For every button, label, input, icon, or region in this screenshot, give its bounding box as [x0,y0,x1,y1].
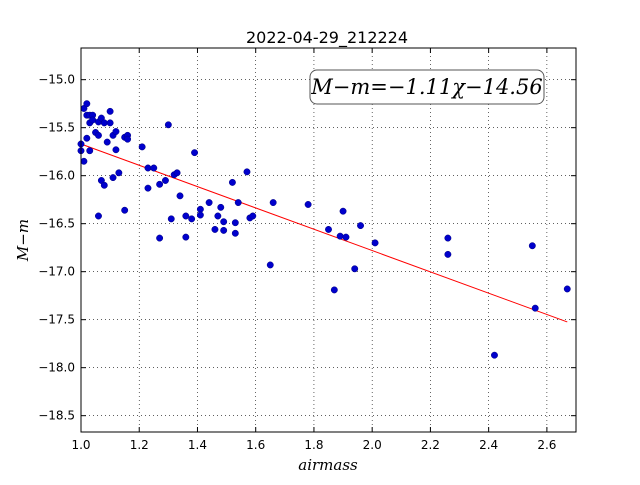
data-point [156,180,164,188]
data-point [371,239,379,247]
data-point [330,286,338,294]
data-point [336,232,344,240]
data-point [304,201,312,208]
data-point [106,119,114,127]
data-point [89,116,97,124]
data-point [124,135,132,143]
data-point [86,147,94,155]
data-point [220,226,228,234]
x-tick-label: 1.6 [246,438,265,452]
x-tick-label: 2.0 [363,438,382,452]
data-point [243,168,251,176]
data-point [83,100,91,108]
data-point [528,242,536,250]
data-point [339,207,347,215]
data-point [103,138,111,146]
y-tick-label: −15.5 [38,121,75,135]
fit-annotation: M−m=−1.11χ−14.56 [309,69,545,105]
data-point [144,164,152,172]
x-axis-label: airmass [298,456,358,474]
y-tick-label: −16.0 [38,169,75,183]
data-point [106,107,114,115]
x-tick-label: 1.4 [188,438,207,452]
data-point [191,149,199,157]
data-point [444,250,452,258]
y-tick-label: −18.5 [38,409,75,423]
data-point [217,203,225,211]
data-point [196,205,204,213]
y-axis-label: M−m [14,219,32,262]
data-point [214,212,222,220]
data-point [173,169,181,177]
y-tick-label: −17.5 [38,313,75,327]
data-points [77,100,571,359]
data-point [164,121,172,129]
data-point [196,211,204,219]
data-point [266,261,274,269]
chart-title: 2022-04-29_212224 [246,28,408,48]
data-point [167,215,175,223]
data-point [138,143,146,151]
data-point [156,234,164,242]
data-point [491,351,498,359]
x-tick-label: 1.8 [304,438,323,452]
data-point [144,184,152,192]
data-point [231,229,239,237]
data-point [231,219,239,227]
x-tick-label: 2.6 [537,438,556,452]
x-tick-label: 2.2 [421,438,440,452]
annotation-text: M−m=−1.11χ−14.56 [310,75,542,99]
x-tick-label: 1.2 [130,438,149,452]
data-point [95,212,102,220]
y-tick-label: −15.0 [38,73,75,87]
data-point [112,128,120,135]
data-point [357,222,364,230]
data-point [249,212,257,220]
data-point [531,304,539,312]
data-point [234,199,242,207]
data-point [100,119,108,127]
annotation-box [309,69,545,105]
x-tick-label: 2.4 [479,438,498,452]
data-point [444,234,452,242]
data-point [161,177,169,184]
data-point [112,146,120,154]
data-point [150,164,158,172]
data-point [95,131,102,139]
data-point [220,218,228,226]
data-point [182,212,190,220]
data-point [121,206,129,214]
data-point [205,199,213,207]
y-tick-label: −17.0 [38,265,75,279]
data-point [563,285,571,293]
fit-line [80,143,568,323]
data-point [182,233,190,241]
plot-area [81,48,576,432]
data-point [342,233,350,241]
data-point [325,225,332,233]
data-point [269,199,277,207]
x-tick-label: 1.0 [71,438,90,452]
data-point [188,215,196,223]
data-point [80,157,88,165]
data-point [83,134,91,142]
data-point [228,178,236,186]
data-point [211,225,219,233]
data-point [176,192,184,200]
data-point [109,174,117,182]
y-axis-ticks: −15.0 −15.5 −16.0 −16.5 −17.0 −17.5 −18.0 −18.5 [38,73,576,423]
data-point [115,169,123,177]
data-point [351,265,359,273]
y-tick-label: −18.0 [38,361,75,375]
fit-line-group [80,143,568,323]
x-axis-ticks: 1.0 1.2 1.4 1.6 1.8 2.0 2.2 2.4 2.6 [71,48,556,452]
data-point [100,181,108,189]
plot-frame [80,47,577,433]
y-tick-label: −16.5 [38,217,75,231]
